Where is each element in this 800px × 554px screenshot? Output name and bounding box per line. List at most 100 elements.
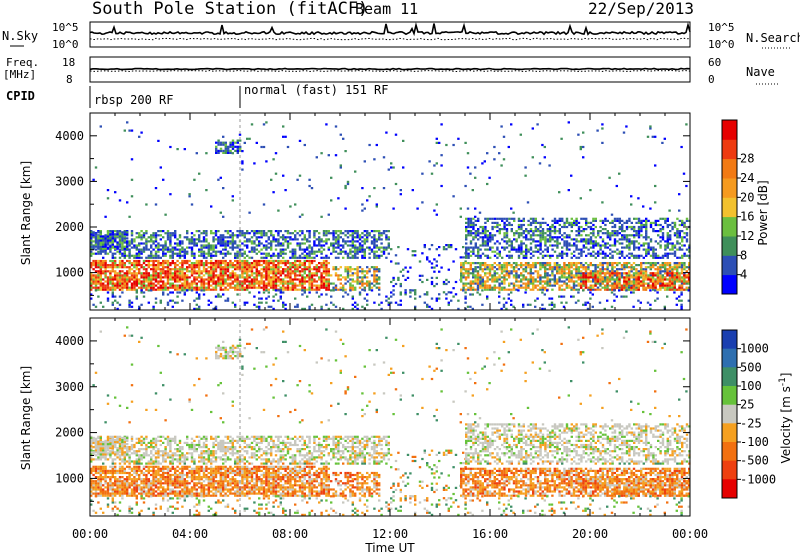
heatmap-cell xyxy=(102,266,105,269)
heatmap-cell xyxy=(202,262,206,265)
heatmap-cell xyxy=(217,141,220,144)
heatmap-cell xyxy=(375,244,378,247)
heatmap-cell xyxy=(265,289,268,292)
heatmap-cell xyxy=(111,237,114,240)
heatmap-cell xyxy=(282,284,285,287)
heatmap-cell xyxy=(140,252,143,255)
heatmap-cell xyxy=(599,248,602,251)
heatmap-cell xyxy=(609,252,612,255)
heatmap-cell xyxy=(94,264,98,267)
heatmap-cell xyxy=(133,272,136,275)
heatmap-cell xyxy=(248,280,251,283)
heatmap-cell xyxy=(606,246,609,249)
heatmap-cell xyxy=(229,264,232,267)
heatmap-cell xyxy=(308,262,311,265)
heatmap-cell xyxy=(368,246,371,249)
heatmap-cell xyxy=(190,284,194,287)
heatmap-cell xyxy=(525,256,528,259)
heatmap-cell xyxy=(505,219,509,222)
heatmap-cell xyxy=(647,248,650,251)
heatmap-cell xyxy=(657,219,660,222)
heatmap-cell xyxy=(645,228,648,231)
heatmap-cell xyxy=(599,288,602,291)
heatmap-cell xyxy=(106,266,110,269)
heatmap-cell xyxy=(580,270,583,273)
heatmap-cell xyxy=(174,234,177,237)
heatmap-cell xyxy=(128,288,131,291)
heatmap-cell xyxy=(92,231,95,234)
heatmap-cell xyxy=(239,139,242,142)
heatmap-cell xyxy=(496,264,499,267)
heatmap-cell xyxy=(611,274,614,277)
heatmap-cell xyxy=(512,305,515,308)
heatmap-cell xyxy=(363,254,366,257)
heatmap-cell xyxy=(224,268,227,271)
heatmap-cell xyxy=(231,264,234,267)
heatmap-cell xyxy=(594,288,597,291)
heatmap-cell xyxy=(397,278,400,281)
heatmap-cell xyxy=(243,244,246,247)
heatmap-cell xyxy=(97,245,100,248)
heatmap-cell xyxy=(354,256,357,259)
heatmap-cell xyxy=(616,240,619,243)
heatmap-cell xyxy=(589,252,593,255)
heatmap-cell xyxy=(457,307,460,310)
heatmap-cell xyxy=(489,240,492,243)
heatmap-cell xyxy=(618,252,621,255)
heatmap-cell xyxy=(190,254,194,257)
heatmap-cell xyxy=(544,276,547,279)
heatmap-cell xyxy=(601,282,604,285)
heatmap-cell xyxy=(296,232,299,235)
heatmap-cell xyxy=(635,264,638,267)
heatmap-cell xyxy=(277,254,280,257)
heatmap-cell xyxy=(520,223,523,227)
heatmap-cell xyxy=(128,276,131,279)
heatmap-cell xyxy=(330,244,333,247)
heatmap-cell xyxy=(479,286,482,289)
heatmap-cell xyxy=(548,264,552,267)
heatmap-cell xyxy=(152,270,155,273)
heatmap-cell xyxy=(123,264,126,267)
heatmap-cell xyxy=(474,278,477,281)
heatmap-cell xyxy=(560,274,564,277)
heatmap-cell xyxy=(325,284,328,287)
heatmap-cell xyxy=(282,236,285,239)
heatmap-cell xyxy=(325,238,328,241)
heatmap-cell xyxy=(181,274,184,277)
heatmap-cell xyxy=(520,232,523,235)
heatmap-cell xyxy=(162,244,165,247)
heatmap-cell xyxy=(510,256,513,259)
heatmap-cell xyxy=(339,274,342,277)
heatmap-cell xyxy=(294,282,297,285)
heatmap-cell xyxy=(659,256,662,259)
heatmap-cell xyxy=(99,282,102,285)
heatmap-cell xyxy=(675,288,679,291)
heatmap-cell xyxy=(366,303,369,306)
heatmap-cell xyxy=(193,286,196,289)
heatmap-cell xyxy=(491,246,494,249)
heatmap-cell xyxy=(477,234,480,237)
heatmap-cell xyxy=(325,270,328,273)
heatmap-cell xyxy=(421,252,424,255)
heatmap-cell xyxy=(138,252,141,255)
heatmap-cell xyxy=(258,297,261,300)
heatmap-cell xyxy=(289,242,292,245)
heatmap-cell xyxy=(236,230,239,233)
heatmap-cell xyxy=(111,286,114,289)
heatmap-cell xyxy=(375,270,378,273)
heatmap-cell xyxy=(154,297,158,300)
heatmap-cell xyxy=(570,278,573,281)
heatmap-cell xyxy=(561,217,564,220)
heatmap-cell xyxy=(306,230,309,233)
heatmap-cell xyxy=(488,274,492,277)
heatmap-cell xyxy=(265,254,268,257)
heatmap-cell xyxy=(181,250,184,253)
heatmap-cell xyxy=(361,288,364,291)
heatmap-cell xyxy=(558,264,561,267)
heatmap-cell xyxy=(186,246,189,249)
heatmap-cell xyxy=(202,284,206,287)
heatmap-cell xyxy=(126,230,129,233)
heatmap-cell xyxy=(202,240,206,243)
heatmap-cell xyxy=(464,282,468,285)
heatmap-cell xyxy=(270,286,273,289)
